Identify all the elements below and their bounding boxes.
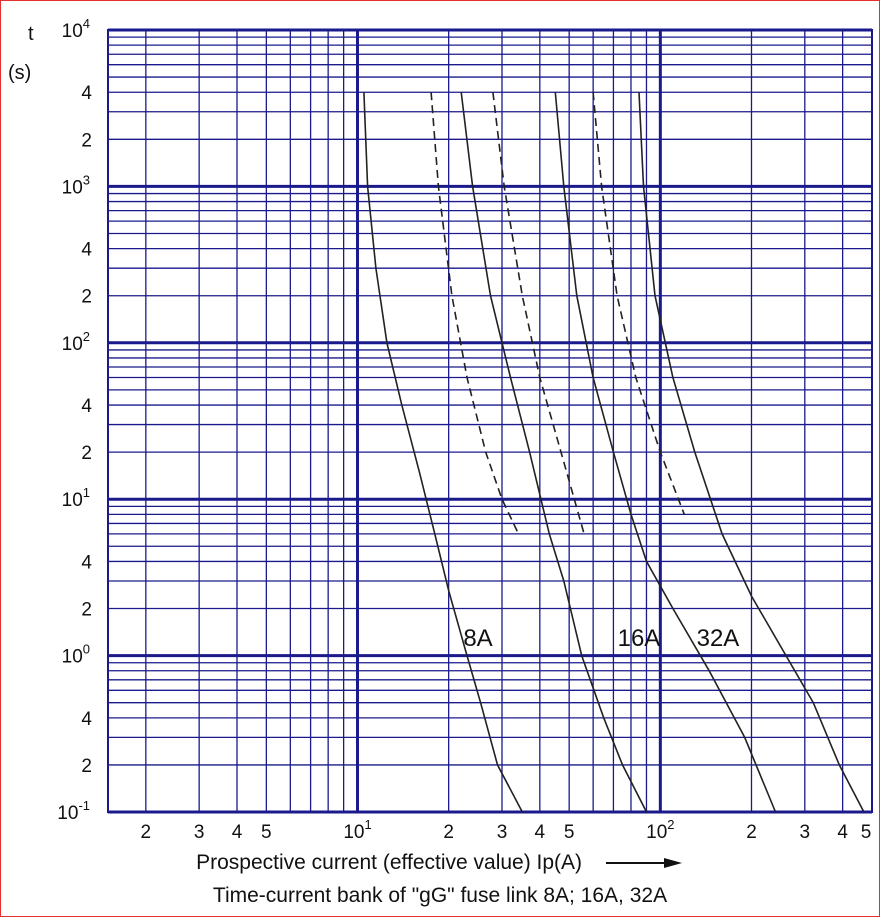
x-tick-label: 4 (837, 822, 848, 843)
x-tick-label: 4 (535, 822, 546, 843)
curves (363, 92, 865, 813)
x-axis-title: Prospective current (effective value) Ip… (196, 851, 583, 874)
x-tick-label: 102 (646, 817, 674, 843)
y-tick-labels: 104 4 2 103 4 2 102 4 2 101 4 2 100 4 2 10-1 (57, 16, 92, 824)
curve-8a-dashed (430, 92, 520, 535)
grid (107, 28, 873, 814)
y-tick-label: 103 (62, 172, 90, 198)
curve-16a-dashed (492, 92, 585, 535)
y-axis-title: t (28, 23, 34, 45)
curve-labels: 8A 16A 32A (463, 625, 739, 652)
y-tick-label: 2 (81, 130, 92, 151)
curve-label: 8A (463, 625, 492, 652)
curve-8a-solid (363, 92, 524, 813)
x-tick-label: 5 (861, 822, 872, 843)
curve-32a-solid (638, 92, 865, 813)
y-tick-label: 102 (62, 329, 90, 355)
x-tick-label: 3 (194, 822, 205, 843)
curve-16a-solid (460, 92, 648, 813)
x-tick-label: 2 (141, 822, 152, 843)
plot-border (107, 29, 873, 813)
x-tick-label: 2 (746, 822, 757, 843)
x-tick-label: 101 (343, 817, 371, 843)
curve-label: 16A (618, 625, 661, 652)
x-tick-label: 5 (261, 822, 272, 843)
x-axis-title-row: Prospective current (effective value) Ip… (0, 851, 880, 875)
x-tick-label: 2 (443, 822, 454, 843)
y-tick-label: 4 (81, 83, 92, 104)
curve-32a-solid (554, 92, 777, 813)
y-tick-label: 101 (62, 485, 90, 511)
y-tick-label: 4 (81, 709, 92, 730)
y-tick-label: 2 (81, 443, 92, 464)
y-tick-label: 2 (81, 600, 92, 621)
y-tick-label: 104 (62, 16, 90, 42)
y-tick-label: 2 (81, 287, 92, 308)
y-tick-label: 4 (81, 552, 92, 573)
y-tick-label: 4 (81, 240, 92, 261)
curve-32a-dashed (592, 92, 686, 515)
x-tick-label: 3 (497, 822, 508, 843)
curve-label: 32A (697, 625, 740, 652)
y-tick-label: 2 (81, 756, 92, 777)
arrow-right-icon (605, 858, 682, 869)
x-tick-label: 3 (800, 822, 811, 843)
chart-title: Time-current bank of "gG" fuse link 8A; … (212, 884, 668, 907)
y-axis-unit: (s) (8, 62, 31, 84)
x-tick-labels: 2 3 4 5 101 2 3 4 5 102 2 3 4 5 (141, 817, 872, 843)
x-tick-label: 5 (564, 822, 575, 843)
y-tick-label: 10-1 (57, 798, 90, 824)
y-tick-label: 100 (62, 642, 90, 668)
y-tick-label: 4 (81, 396, 92, 417)
x-tick-label: 4 (232, 822, 243, 843)
